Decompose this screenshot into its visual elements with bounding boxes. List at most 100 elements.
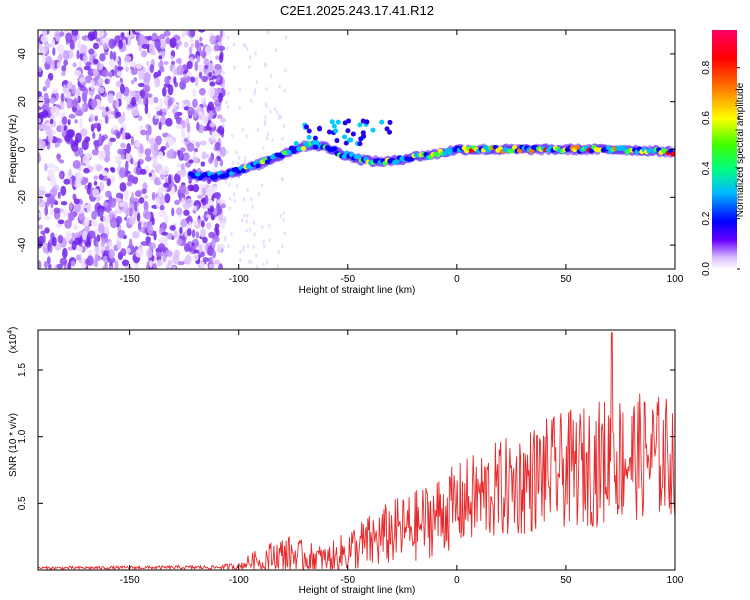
spectrogram-ridge-cell <box>300 146 307 151</box>
spectrogram-noise-blob <box>115 98 120 109</box>
spectrogram-noise-blob <box>91 210 98 221</box>
spectrogram-noise-blob <box>94 115 98 122</box>
spectrogram-noise-blob <box>116 71 123 77</box>
spectrogram-noise-blob <box>38 112 46 118</box>
spectrogram-ridge-cell <box>228 170 235 176</box>
spectrogram-noise-blob <box>198 111 203 117</box>
spectrogram-noise-blob <box>98 133 103 144</box>
spectrogram-ridge-cell <box>588 148 595 154</box>
spectrogram-noise-blob <box>77 39 82 51</box>
spectrogram-noise-blob <box>164 176 168 185</box>
spectrogram-noise-blob <box>94 253 99 263</box>
spectrogram-noise-blob <box>59 257 68 266</box>
spectrogram-noise-blob <box>115 111 122 118</box>
spectrogram-noise-blob <box>95 99 102 108</box>
spectrogram-noise-blob <box>62 50 70 61</box>
spectrogram-ytick-label: -40 <box>17 237 28 252</box>
spectrogram-noise-blob <box>102 42 109 51</box>
spectrogram-noise-blob <box>232 192 236 197</box>
spectrogram-noise-blob <box>97 30 105 38</box>
spectrogram-noise-blob <box>55 223 62 228</box>
spectrogram-noise-blob <box>74 109 83 117</box>
spectrogram-noise-blob <box>268 223 271 228</box>
figure-title: C2E1.2025.243.17.41.R12 <box>280 3 434 18</box>
spectrogram-noise-blob <box>279 214 283 219</box>
spectrogram-noise-blob <box>165 249 173 257</box>
spectrogram-noise-blob <box>156 110 163 116</box>
spectrogram-noise-blob <box>198 30 206 33</box>
spectrogram-noise-blob <box>232 42 236 47</box>
spectrogram-noise-blob <box>125 66 129 73</box>
spectrogram-noise-blob <box>149 260 153 269</box>
spectrogram-noise-blob <box>39 195 43 204</box>
spectrogram-noise-blob <box>132 176 138 185</box>
spectrogram-noise-blob <box>119 182 127 192</box>
spectrogram-noise-blob <box>163 182 170 188</box>
spectrogram-noise-blob <box>204 64 209 70</box>
spectrogram-noise-blob <box>204 45 213 55</box>
spectrogram-noise-blob <box>75 171 83 182</box>
spectrogram-noise-blob <box>204 194 209 205</box>
spectrogram-noise-blob <box>197 64 205 72</box>
spectrogram-noise-blob <box>83 217 90 227</box>
spectrogram-noise-blob <box>198 87 206 96</box>
spectrogram-noise-blob <box>208 109 213 121</box>
spectrogram-noise-blob <box>192 184 200 193</box>
spectrogram-ridge-cell <box>360 118 366 124</box>
spectrogram-noise-blob <box>120 248 127 257</box>
spectrogram-noise-blob <box>146 112 151 119</box>
spectrogram-noise-blob <box>254 253 258 258</box>
spectrogram-noise-blob <box>158 169 163 175</box>
spectrogram-ridge-cell <box>304 124 310 130</box>
spectrogram-noise-blob <box>242 245 245 250</box>
spectrogram-noise-blob <box>264 115 267 120</box>
spectrogram-noise-blob <box>139 124 144 131</box>
spectrogram-noise-blob <box>223 237 227 242</box>
spectrogram-noise-blob <box>211 130 216 140</box>
spectrogram-noise-blob <box>246 213 249 218</box>
spectrogram-noise-blob <box>47 195 56 204</box>
spectrogram-noise-blob <box>112 197 117 203</box>
spectrogram-ridge-cell <box>358 136 364 142</box>
spectrogram-noise-blob <box>70 260 76 267</box>
spectrogram-noise-blob <box>264 62 267 67</box>
spectrogram-noise-blob <box>45 55 53 65</box>
spectrogram-noise-blob <box>93 175 99 180</box>
spectrogram-noise-blob <box>155 197 160 209</box>
spectrogram-noise-blob <box>245 228 248 233</box>
spectrogram-noise-blob <box>85 177 89 184</box>
spectrogram-noise-blob <box>55 107 61 118</box>
spectrogram-noise-blob <box>123 95 128 101</box>
spectrogram-noise-blob <box>130 135 134 146</box>
spectrogram-noise-blob <box>89 79 95 91</box>
spectrogram-noise-blob <box>211 250 217 259</box>
spectrogram-noise-blob <box>220 203 226 209</box>
spectrogram-noise-blob <box>192 88 197 97</box>
spectrogram-noise-blob <box>51 186 58 198</box>
spectrogram-noise-blob <box>47 241 51 253</box>
spectrogram-noise-blob <box>189 36 194 44</box>
spectrogram-noise-blob <box>163 83 171 88</box>
spectrogram-noise-blob <box>171 207 175 217</box>
spectrogram-noise-blob <box>93 180 98 186</box>
spectrogram-noise-blob <box>57 219 65 225</box>
spectrogram-noise-blob <box>228 206 231 211</box>
spectrogram-noise-blob <box>190 30 196 38</box>
spectrogram-noise-blob <box>167 97 173 107</box>
spectrogram-noise-blob <box>104 78 109 85</box>
spectrogram-noise-blob <box>182 30 186 37</box>
spectrogram-noise-blob <box>284 35 288 40</box>
spectrogram-ridge-cell <box>240 168 247 173</box>
snr-ytick-label: 1.0 <box>17 429 28 443</box>
spectrogram-noise-blob <box>163 30 171 37</box>
spectrogram-noise-blob <box>256 265 259 269</box>
spectrogram-noise-blob <box>53 165 60 172</box>
spectrogram-ridge-cell <box>347 137 353 143</box>
spectrogram-noise-blob <box>102 265 108 269</box>
spectrogram-noise-blob <box>110 110 115 115</box>
spectrogram-noise-blob <box>125 151 131 162</box>
spectrogram-noise-blob <box>69 39 75 50</box>
spectrogram-noise-blob <box>140 129 148 136</box>
spectrogram-noise-blob <box>172 265 176 269</box>
spectrogram-noise-blob <box>220 220 226 229</box>
